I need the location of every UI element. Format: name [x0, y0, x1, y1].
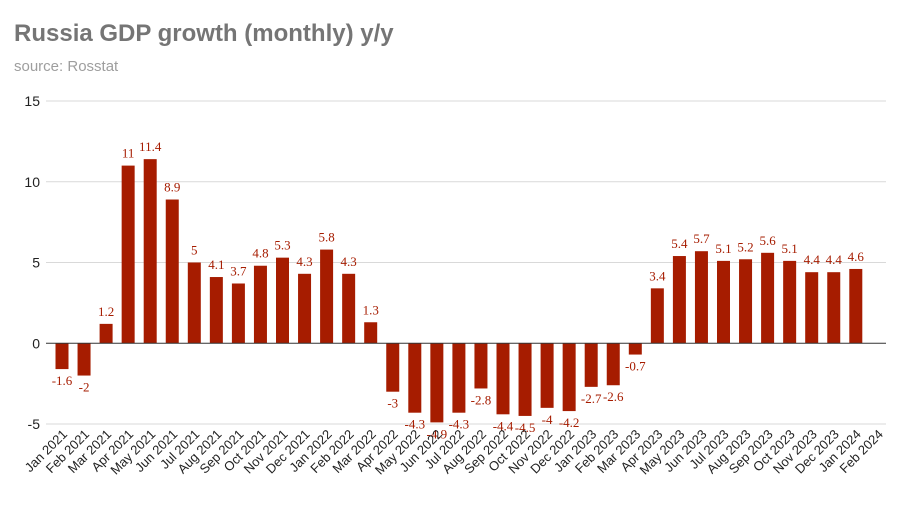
y-tick-label: 15 — [24, 93, 40, 109]
bar — [606, 343, 620, 386]
chart-subtitle: source: Rosstat — [14, 58, 119, 75]
bar — [55, 343, 69, 370]
bar — [694, 251, 708, 344]
data-label: -4.5 — [515, 420, 536, 435]
data-label: 1.3 — [363, 302, 379, 317]
bar — [187, 262, 201, 344]
data-label: -2.8 — [471, 392, 492, 407]
bar — [672, 256, 686, 344]
bar — [77, 343, 91, 376]
y-tick-label: -5 — [28, 416, 41, 432]
data-label: 11 — [122, 146, 135, 161]
bar — [783, 260, 797, 344]
bar — [761, 252, 775, 344]
bar — [496, 343, 510, 415]
data-label: -4 — [542, 412, 553, 427]
y-tick-label: 0 — [32, 335, 40, 351]
data-label: -2.7 — [581, 391, 602, 406]
data-label: -4.3 — [405, 417, 426, 432]
data-label: 4.1 — [208, 257, 224, 272]
bar — [298, 273, 312, 344]
bar — [253, 265, 267, 344]
data-label: 1.2 — [98, 304, 114, 319]
data-label: 4.8 — [252, 246, 268, 261]
data-label: -4.2 — [559, 415, 580, 430]
data-label: 4.4 — [804, 252, 821, 267]
bar — [628, 343, 642, 355]
y-tick-label: 10 — [24, 174, 40, 190]
bar — [540, 343, 554, 408]
data-label: 5.1 — [715, 241, 731, 256]
y-axis-ticks: -5 0 5 10 15 — [24, 93, 40, 432]
y-tick-label: 5 — [32, 255, 40, 271]
bar — [849, 268, 863, 344]
data-label: 3.7 — [230, 263, 247, 278]
data-label: 5.3 — [274, 238, 290, 253]
bar — [364, 322, 378, 344]
data-label: -1.6 — [52, 373, 73, 388]
bar — [276, 257, 289, 344]
data-label: -4.9 — [427, 426, 448, 441]
data-label: -4.4 — [493, 418, 514, 433]
bar — [143, 159, 157, 344]
bar — [827, 272, 841, 344]
data-label: 5 — [191, 243, 198, 258]
bar — [320, 249, 334, 344]
data-label: 3.4 — [649, 268, 666, 283]
data-label: 5.2 — [737, 239, 753, 254]
data-label: -3 — [387, 396, 398, 411]
bar — [518, 343, 532, 416]
data-label: 5.6 — [759, 233, 776, 248]
data-label: 4.3 — [341, 254, 357, 269]
bars — [55, 159, 863, 423]
bar — [408, 343, 422, 413]
bar — [562, 343, 576, 412]
bar — [99, 323, 113, 344]
data-label: 4.3 — [296, 254, 312, 269]
bar — [805, 272, 819, 344]
bar — [386, 343, 400, 392]
chart-title: Russia GDP growth (monthly) y/y — [14, 20, 394, 47]
data-label: 5.7 — [693, 231, 710, 246]
data-label: 4.6 — [848, 249, 865, 264]
data-label: 8.9 — [164, 180, 180, 195]
data-label: -4.3 — [449, 417, 470, 432]
bar — [717, 260, 730, 344]
bar — [430, 343, 444, 423]
data-labels: -1.6 -2 1.2 11 11.4 8.9 5 4.1 3.7 4.8 5.3 4.3 5.8 4.3… — [52, 139, 865, 441]
data-label: -2.6 — [603, 389, 624, 404]
data-label: -0.7 — [625, 359, 646, 374]
data-label: 11.4 — [139, 139, 162, 154]
bar — [121, 165, 135, 344]
data-label: 5.1 — [782, 241, 798, 256]
bar — [650, 288, 664, 344]
bar — [231, 283, 245, 344]
bar — [584, 343, 598, 387]
bar — [342, 273, 356, 344]
bar — [739, 259, 753, 344]
data-label: -2 — [79, 380, 90, 395]
bar — [209, 277, 223, 344]
data-label: 5.4 — [671, 236, 688, 251]
bar — [165, 199, 179, 344]
bar — [474, 343, 488, 389]
bar — [452, 343, 466, 413]
data-label: 5.8 — [318, 230, 334, 245]
data-label: 4.4 — [826, 252, 843, 267]
